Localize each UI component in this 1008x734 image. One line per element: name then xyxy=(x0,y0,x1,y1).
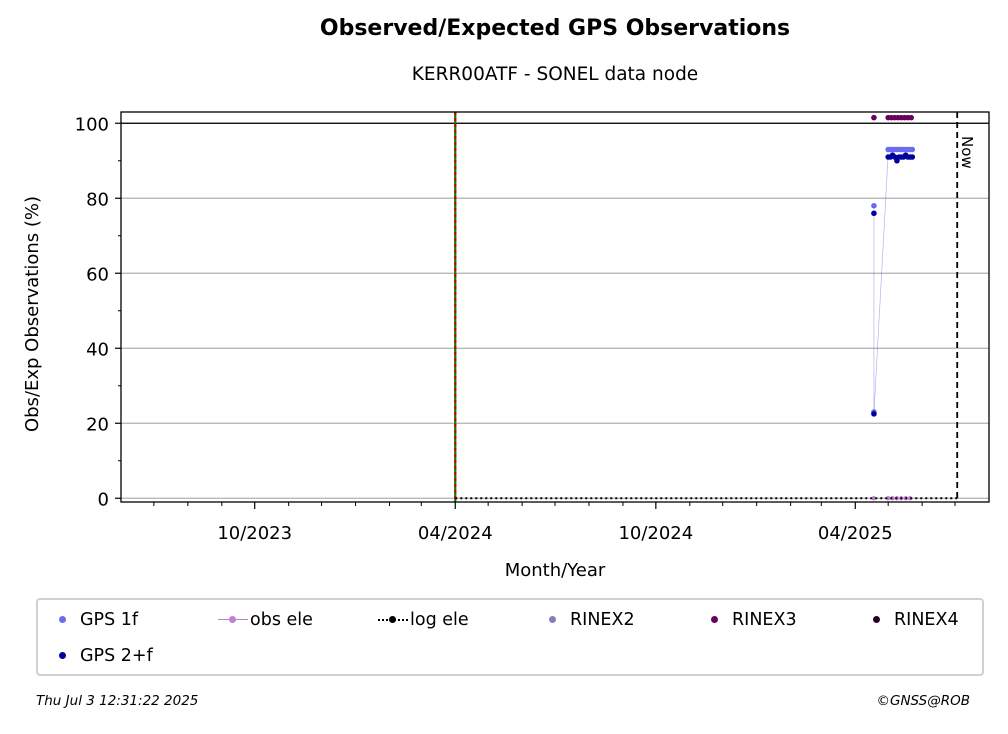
obs_ele-point xyxy=(885,496,891,501)
y-tick-label: 60 xyxy=(86,264,109,285)
x-tick-label: 10/2024 xyxy=(618,523,693,544)
legend-marker xyxy=(48,646,78,666)
legend-marker xyxy=(218,610,248,630)
x-tick-label: 04/2025 xyxy=(818,523,893,544)
timestamp-footer: Thu Jul 3 12:31:22 2025 xyxy=(36,693,199,709)
rinex3-point xyxy=(871,114,877,121)
event-layer xyxy=(454,112,959,502)
legend-label: obs ele xyxy=(250,610,313,630)
gps2f-connector xyxy=(873,154,913,414)
chart-subtitle: KERR00ATF - SONEL data node xyxy=(411,64,699,85)
x-tick-label: 04/2024 xyxy=(418,523,493,544)
obs_ele-point xyxy=(890,496,895,501)
legend: GPS 1f obs ele log ele RINEX2 RINEX3 RINEX4 GP… xyxy=(36,598,984,676)
y-tick-label: 40 xyxy=(86,339,109,360)
y-axis-label: Obs/Exp Observations (%) xyxy=(22,196,43,432)
legend-marker xyxy=(378,610,408,630)
gps1f-point xyxy=(909,146,916,153)
gps2f-point xyxy=(871,411,877,417)
legend-item-rinex2: RINEX2 xyxy=(538,608,635,632)
legend-marker xyxy=(538,610,568,630)
copyright-footer: ©GNSS@ROB xyxy=(876,693,971,709)
obs_ele-point xyxy=(907,496,913,501)
x-tick-label: 10/2023 xyxy=(217,523,292,544)
y-tick-label: 80 xyxy=(86,189,109,210)
legend-item-obs_ele: obs ele xyxy=(218,608,313,632)
legend-item-gps2f: GPS 2+f xyxy=(48,644,153,668)
now-label: Now xyxy=(958,136,976,169)
legend-label: log ele xyxy=(410,610,469,630)
plot-frame xyxy=(120,111,990,503)
legend-label: RINEX3 xyxy=(732,610,797,630)
data-layer xyxy=(455,114,958,501)
y-tick-label: 0 xyxy=(98,489,109,510)
rinex3-point xyxy=(908,114,914,121)
obs_ele-point xyxy=(871,496,877,501)
gps1f-point xyxy=(871,202,877,209)
chart-title: Observed/Expected GPS Observations xyxy=(319,16,791,41)
legend-item-gps1f: GPS 1f xyxy=(48,608,138,632)
legend-marker xyxy=(862,610,892,630)
legend-marker xyxy=(700,610,730,630)
x-axis-label: Month/Year xyxy=(505,560,606,581)
gps1f-connector xyxy=(873,149,913,413)
legend-label: GPS 1f xyxy=(80,610,139,630)
y-tick-label: 100 xyxy=(75,114,109,135)
grid-layer xyxy=(121,122,989,499)
axis-layer: 0 20 40 60 80 100 10/2023 04/2024 10/2024 04/2025 xyxy=(75,114,956,544)
legend-label: RINEX2 xyxy=(570,610,635,630)
legend-label: RINEX4 xyxy=(894,610,959,630)
y-tick-label: 20 xyxy=(86,414,109,435)
legend-item-log_ele: log ele xyxy=(378,608,469,632)
legend-item-rinex4: RINEX4 xyxy=(862,608,959,632)
legend-item-rinex3: RINEX3 xyxy=(700,608,797,632)
legend-marker xyxy=(48,610,78,630)
legend-label: GPS 2+f xyxy=(80,646,153,666)
gps2f-point xyxy=(909,154,916,160)
gps2f-point xyxy=(871,210,877,217)
